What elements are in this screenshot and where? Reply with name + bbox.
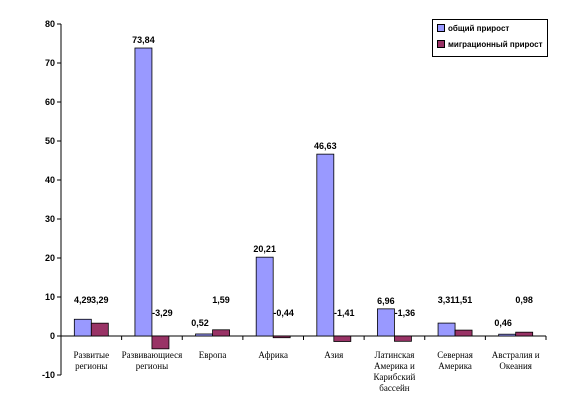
bar-migration-growth [212,329,230,337]
bar-total-growth [498,333,517,337]
x-category-label-line: Европа [199,350,227,360]
y-tick-label: 20 [45,253,55,263]
x-category-label: Северная Америка [437,350,473,371]
bar-total-growth [377,308,395,337]
data-label-total-growth: 3,31 [438,295,456,305]
y-tick-label: 0 [50,331,55,341]
data-labels: 4,29 73,84 0,52 20,21 46,63 6,96 3,31 0,46 3,29 -… [74,35,533,328]
data-label-total-growth: 73,84 [132,35,155,45]
bar-migration-growth [515,331,534,337]
x-category-label-line: Северная [437,350,473,360]
bar-migration-growth [90,322,109,337]
bars [73,47,534,350]
bar-total-growth [255,256,274,337]
data-label-total-growth: 6,96 [377,296,395,306]
axes: -10 0 10 20 30 40 50 60 70 80 [42,19,547,380]
x-category-label: Латинская Америка и Карибский бассейн [374,350,416,393]
data-label-migration-growth: -3,29 [152,308,173,318]
legend-swatch-migration [437,40,445,48]
x-category-label-line: Развивающиеся [122,350,183,360]
y-tick-label: 70 [45,58,55,68]
x-category-label-line: Австралия и [492,350,540,360]
x-category-label-line: Америка [438,361,472,371]
y-tick-label: 80 [45,19,55,29]
x-category-label-line: Карибский [374,372,416,382]
legend: общий прирост миграционный прирост [432,19,548,57]
x-category-label-line: регионы [75,361,107,371]
legend-item-migration: миграционный прирост [433,36,547,52]
data-label-migration-growth: -0,44 [273,308,294,318]
data-label-total-growth: 0,46 [494,318,512,328]
bar-migration-growth [454,329,473,337]
y-tick-label: 10 [45,292,55,302]
x-category-label: Австралия и Океания [492,350,540,371]
data-label-migration-growth: 1,59 [212,295,230,305]
y-tick-label: 30 [45,214,55,224]
data-label-migration-growth: -1,36 [395,308,416,318]
x-category-label-line: Развитые [74,350,110,360]
x-category-label-line: Африка [258,350,288,360]
y-tick-label: -10 [42,370,55,380]
bar-total-growth [316,153,335,337]
bar-migration-growth [394,335,412,342]
x-category-label: Европа [199,350,227,360]
data-label-total-growth: 46,63 [314,141,337,151]
data-label-migration-growth: 0,98 [515,295,533,305]
y-tick-label: 60 [45,97,55,107]
x-category-label: Развивающиеся регионы [122,350,183,371]
bar-total-growth [195,333,213,337]
bar-migration-growth [333,335,352,342]
data-label-total-growth: 4,29 [74,295,92,305]
bar-total-growth [437,322,456,337]
legend-label-total: общий прирост [448,23,510,33]
data-label-total-growth: 20,21 [253,244,276,254]
data-label-migration-growth: 1,51 [455,295,473,305]
x-category-label-line: Латинская [375,350,415,360]
x-category-label: Африка [258,350,288,360]
legend-label-migration: миграционный прирост [448,39,543,49]
legend-item-total: общий прирост [433,20,547,36]
data-label-migration-growth: 3,29 [91,295,109,305]
x-category-label-line: Америка и [374,361,415,371]
x-category-label: Азия [324,350,343,360]
data-label-total-growth: 0,52 [191,318,209,328]
y-tick-label: 50 [45,136,55,146]
bar-total-growth [134,47,153,337]
data-label-migration-growth: -1,41 [334,308,355,318]
legend-swatch-total [437,24,445,32]
x-category-label-line: регионы [136,361,168,371]
x-category-label-line: Океания [499,361,532,371]
y-tick-label: 40 [45,175,55,185]
x-category-label-line: бассейн [379,383,409,393]
bar-total-growth [73,318,92,337]
bar-migration-growth [272,335,291,339]
x-category-label: Развитые регионы [74,350,110,371]
x-category-label-line: Азия [324,350,343,360]
bar-migration-growth [151,335,170,350]
